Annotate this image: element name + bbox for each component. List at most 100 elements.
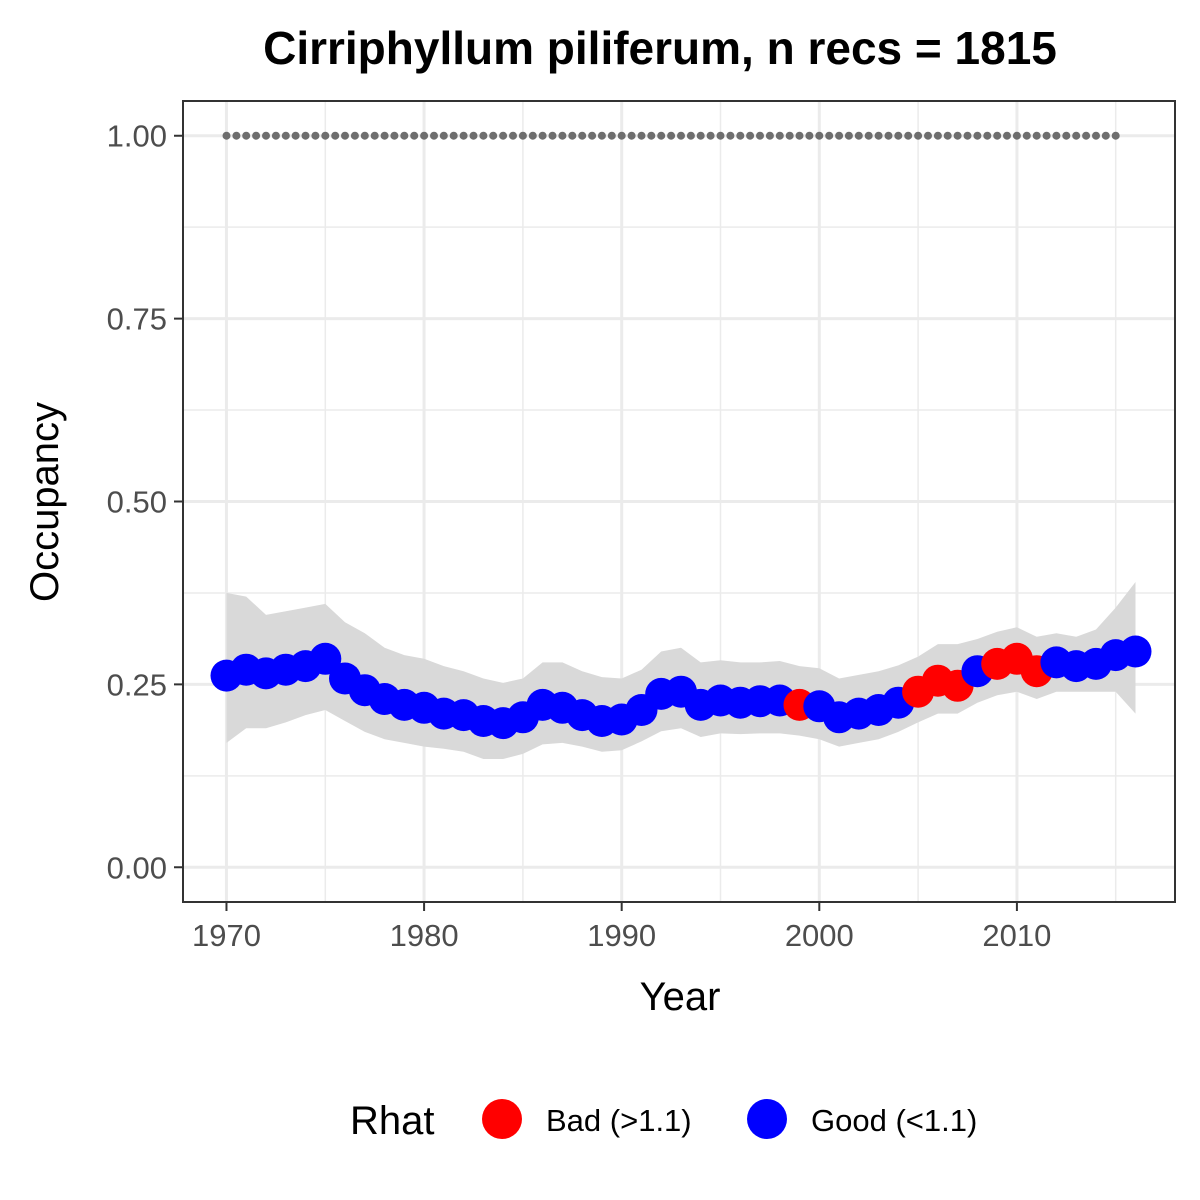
legend-label-bad: Bad (>1.1) bbox=[546, 1103, 692, 1138]
reference-dot bbox=[489, 131, 498, 140]
x-tick-label: 1970 bbox=[192, 918, 261, 953]
reference-dot bbox=[1042, 131, 1051, 140]
data-point-good bbox=[309, 642, 342, 675]
y-tick-label: 0.75 bbox=[107, 302, 167, 337]
x-tick-label: 1980 bbox=[390, 918, 459, 953]
reference-dot bbox=[311, 131, 320, 140]
reference-dot bbox=[1101, 131, 1110, 140]
reference-dot bbox=[1003, 131, 1011, 140]
reference-dot bbox=[1072, 131, 1081, 140]
reference-dot bbox=[825, 131, 834, 140]
reference-dot bbox=[854, 131, 863, 140]
reference-dot bbox=[844, 131, 853, 140]
reference-line bbox=[222, 131, 1120, 140]
reference-dot bbox=[479, 131, 488, 140]
x-tick-label: 2000 bbox=[785, 918, 854, 953]
reference-dot bbox=[607, 131, 616, 140]
reference-dot bbox=[943, 131, 952, 140]
reference-dot bbox=[667, 131, 676, 140]
reference-dot bbox=[390, 131, 399, 140]
reference-dot bbox=[677, 131, 685, 140]
reference-dot bbox=[805, 131, 814, 140]
reference-dot bbox=[430, 131, 438, 140]
reference-dot bbox=[469, 131, 478, 140]
reference-dot bbox=[726, 131, 735, 140]
reference-dot bbox=[449, 131, 458, 140]
reference-dot bbox=[1062, 131, 1071, 140]
chart-title: Cirriphyllum piliferum, n recs = 1815 bbox=[263, 22, 1057, 74]
reference-dot bbox=[341, 131, 349, 140]
data-points bbox=[210, 635, 1152, 740]
y-tick-label: 0.00 bbox=[107, 850, 167, 885]
reference-dot bbox=[1032, 131, 1041, 140]
reference-dot bbox=[548, 131, 557, 140]
reference-dot bbox=[331, 131, 340, 140]
reference-dot bbox=[459, 131, 468, 140]
x-tick-label: 2010 bbox=[982, 918, 1051, 953]
reference-dot bbox=[617, 131, 626, 140]
reference-dot bbox=[627, 131, 636, 140]
data-point-good bbox=[1119, 635, 1152, 668]
reference-dot bbox=[1082, 131, 1091, 140]
reference-dot bbox=[222, 131, 231, 140]
reference-dot bbox=[785, 131, 794, 140]
reference-dot bbox=[509, 131, 517, 140]
reference-dot bbox=[281, 131, 290, 140]
y-tick-label: 0.25 bbox=[107, 667, 167, 702]
reference-dot bbox=[746, 131, 755, 140]
reference-dot bbox=[1052, 131, 1061, 140]
reference-dot bbox=[1012, 131, 1021, 140]
reference-dot bbox=[933, 131, 942, 140]
reference-dot bbox=[1022, 131, 1031, 140]
reference-dot bbox=[360, 131, 369, 140]
reference-dot bbox=[864, 131, 873, 140]
reference-dot bbox=[835, 131, 844, 140]
legend-label-good: Good (<1.1) bbox=[811, 1103, 977, 1138]
reference-dot bbox=[242, 131, 251, 140]
reference-dot bbox=[301, 131, 310, 140]
axis-ticks: 0.00 0.25 0.50 0.75 1.00 1970 1980 1990 2000 2010 bbox=[107, 119, 1052, 953]
legend-key-good bbox=[747, 1099, 787, 1139]
y-axis-title: Occupancy bbox=[23, 402, 67, 602]
y-tick-label: 1.00 bbox=[107, 119, 167, 154]
reference-dot bbox=[756, 131, 764, 140]
reference-dot bbox=[597, 131, 606, 140]
reference-dot bbox=[765, 131, 774, 140]
reference-dot bbox=[420, 131, 429, 140]
reference-dot bbox=[657, 131, 666, 140]
reference-dot bbox=[716, 131, 725, 140]
reference-dot bbox=[380, 131, 389, 140]
legend-key-bad bbox=[482, 1099, 522, 1139]
reference-dot bbox=[558, 131, 567, 140]
reference-dot bbox=[775, 131, 784, 140]
legend: Rhat Bad (>1.1) Good (<1.1) bbox=[350, 1099, 977, 1143]
reference-dot bbox=[528, 131, 537, 140]
reference-dot bbox=[321, 131, 330, 140]
reference-dot bbox=[410, 131, 419, 140]
reference-dot bbox=[291, 131, 300, 140]
reference-dot bbox=[578, 131, 587, 140]
reference-dot bbox=[686, 131, 695, 140]
reference-dot bbox=[499, 131, 508, 140]
reference-dot bbox=[232, 131, 241, 140]
reference-dot bbox=[1111, 131, 1120, 140]
reference-dot bbox=[924, 131, 932, 140]
reference-dot bbox=[993, 131, 1002, 140]
reference-dot bbox=[271, 131, 280, 140]
reference-dot bbox=[795, 131, 804, 140]
reference-dot bbox=[953, 131, 962, 140]
reference-dot bbox=[973, 131, 982, 140]
x-axis-title: Year bbox=[640, 975, 721, 1019]
reference-dot bbox=[874, 131, 883, 140]
reference-dot bbox=[518, 131, 527, 140]
reference-dot bbox=[647, 131, 656, 140]
reference-dot bbox=[963, 131, 972, 140]
reference-dot bbox=[637, 131, 646, 140]
y-tick-label: 0.50 bbox=[107, 485, 167, 520]
reference-dot bbox=[884, 131, 893, 140]
reference-dot bbox=[568, 131, 577, 140]
reference-dot bbox=[588, 131, 597, 140]
reference-dot bbox=[439, 131, 448, 140]
reference-dot bbox=[696, 131, 705, 140]
